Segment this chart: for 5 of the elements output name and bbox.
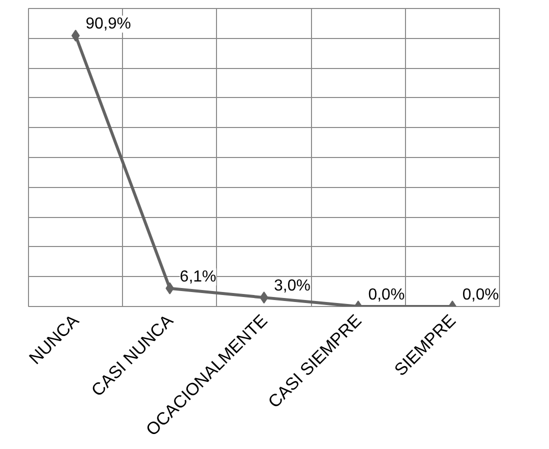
data-label: 6,1% [180, 268, 216, 286]
data-label: 0,0% [462, 286, 499, 304]
data-label: 0,0% [368, 286, 405, 304]
data-label: 90,9% [86, 16, 131, 33]
data-label: 3,0% [274, 278, 310, 295]
